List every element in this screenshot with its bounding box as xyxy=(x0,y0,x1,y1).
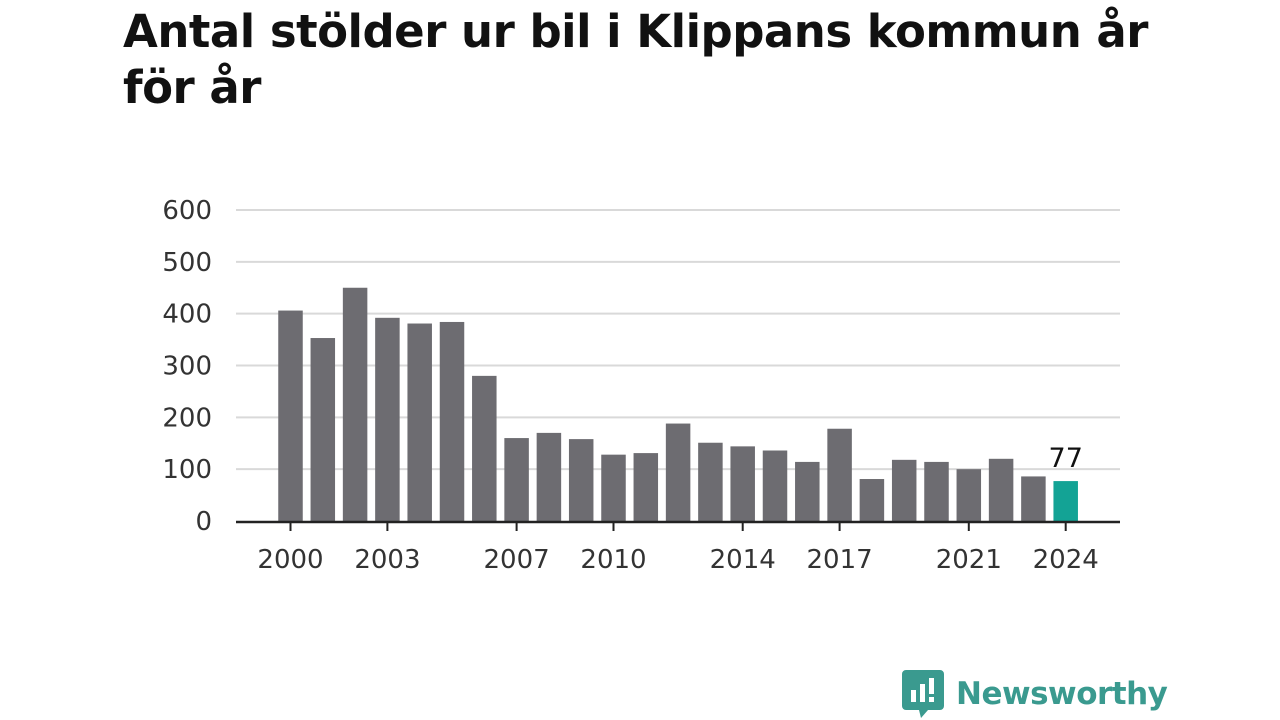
bar-2003 xyxy=(375,317,400,521)
bar-2024 xyxy=(1053,481,1078,521)
bar-2001 xyxy=(310,338,336,521)
bar-2019 xyxy=(891,459,917,521)
y-tick-label-500: 500 xyxy=(162,248,212,278)
bar-2012 xyxy=(665,423,691,521)
bar-2022 xyxy=(988,458,1014,521)
data-label-2024: 77 xyxy=(1049,443,1083,474)
bar-2013 xyxy=(698,442,723,521)
bar-2017 xyxy=(827,428,852,521)
x-axis xyxy=(236,520,1120,531)
y-tick-label-200: 200 xyxy=(162,403,212,433)
y-tick-label-300: 300 xyxy=(162,352,212,382)
y-tick-label-0: 0 xyxy=(195,507,212,537)
x-tick-label-2024: 2024 xyxy=(1033,545,1099,575)
x-axis-tick-labels: 2000 2003 2007 2010 2014 2017 2021 2024 xyxy=(257,545,1098,575)
x-tick-label-2003: 2003 xyxy=(354,545,420,575)
bar-2020 xyxy=(924,461,949,521)
x-tick-label-2021: 2021 xyxy=(936,545,1002,575)
newsworthy-chart-bubble-icon xyxy=(902,670,944,718)
x-tick-label-2000: 2000 xyxy=(257,545,323,575)
y-tick-label-400: 400 xyxy=(162,300,212,330)
x-tick-label-2017: 2017 xyxy=(807,545,873,575)
bar-2021 xyxy=(956,469,982,521)
brand-name: Newsworthy xyxy=(956,676,1168,712)
bar-2006 xyxy=(472,375,497,521)
brand-logo: Newsworthy xyxy=(902,670,1168,718)
chart-title: Antal stölder ur bil i Klippans kommun å… xyxy=(123,5,1148,114)
bar-2023 xyxy=(1021,476,1046,521)
bar-2011 xyxy=(633,453,659,521)
bar-2004 xyxy=(407,323,432,521)
y-tick-label-100: 100 xyxy=(162,455,212,485)
x-tick-label-2007: 2007 xyxy=(484,545,550,575)
bar-2008 xyxy=(536,432,562,521)
y-tick-label-600: 600 xyxy=(162,196,212,226)
x-tick-label-2010: 2010 xyxy=(580,545,646,575)
bar-2014 xyxy=(730,446,755,521)
x-tick-label-2014: 2014 xyxy=(710,545,776,575)
bar-2002 xyxy=(342,287,368,521)
bar-2007 xyxy=(504,438,529,521)
bar-2000 xyxy=(278,310,303,521)
bars xyxy=(278,287,1078,521)
bar-2010 xyxy=(601,454,626,521)
bar-2005 xyxy=(439,321,465,521)
bar-2009 xyxy=(568,439,594,521)
y-axis-tick-labels: 0 100 200 300 400 500 600 xyxy=(162,196,212,537)
data-labels: 77 xyxy=(1049,443,1083,474)
bar-2016 xyxy=(795,461,820,521)
bar-2015 xyxy=(762,450,788,521)
bar-2018 xyxy=(859,479,885,521)
